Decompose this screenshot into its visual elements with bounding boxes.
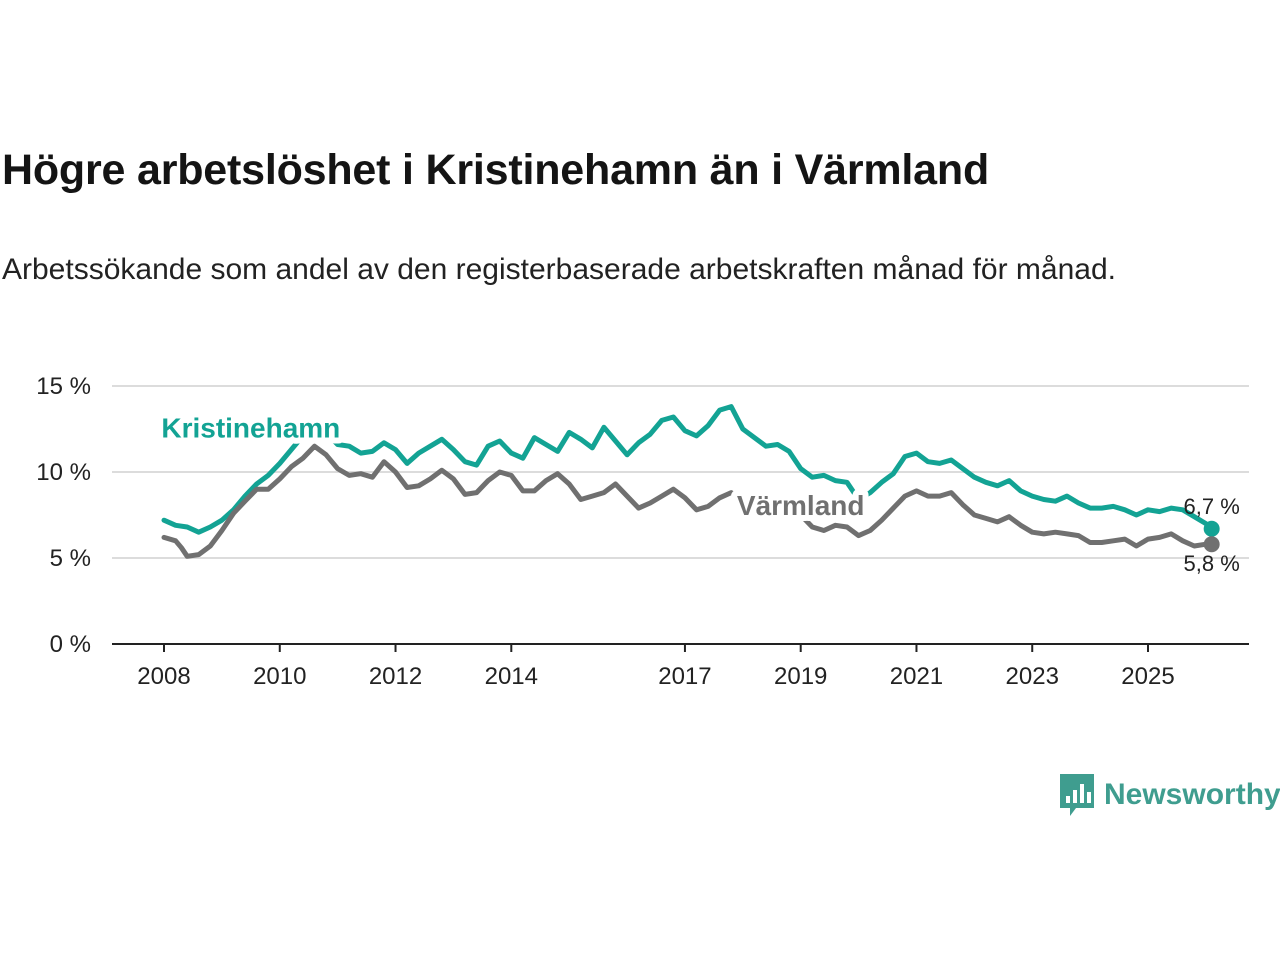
x-tick-label: 2023 — [1006, 663, 1059, 690]
line-chart: 0 %5 %10 %15 % 2008 2010 2012 2014 2017 2019 2… — [36, 373, 1249, 690]
series-line-varmland — [161, 443, 1215, 559]
series-label-kristinehamn: Kristinehamn — [161, 413, 340, 444]
series — [161, 404, 1220, 559]
chart-title: Högre arbetslöshet i Kristinehamn än i V… — [2, 146, 990, 194]
series-label-halo: Värmland — [737, 490, 865, 521]
y-axis-ticks: 0 % 5 % 10 % 15 % — [36, 373, 91, 658]
x-tick-label: 2017 — [658, 663, 711, 690]
newsworthy-logo: Newsworthy — [1058, 772, 1280, 818]
x-axis-ticks: 2008 2010 2012 2014 2017 2019 2021 2023 2025 — [137, 644, 1175, 690]
series-label-varmland: Värmland — [737, 490, 865, 521]
x-tick-label: 2008 — [137, 663, 190, 690]
end-value-label-kristinehamn: 6,7 % — [1184, 494, 1240, 519]
end-value-label-varmland: 5,8 % — [1184, 551, 1240, 576]
y-tick-label: 15 % — [36, 373, 91, 400]
bar-chart-speech-icon — [1060, 774, 1094, 816]
x-tick-label: 2019 — [774, 663, 827, 690]
chart-subtitle: Arbetssökande som andel av den registerb… — [2, 253, 1116, 286]
x-tick-label: 2014 — [485, 663, 538, 690]
gridlines — [112, 385, 1249, 559]
brand-name: Newsworthy — [1104, 778, 1280, 811]
x-tick-label: 2025 — [1121, 663, 1174, 690]
end-point-varmland — [1203, 536, 1220, 553]
end-point-kristinehamn — [1203, 520, 1220, 537]
y-tick-label: 10 % — [36, 459, 91, 486]
y-tick-label: 0 % — [50, 631, 91, 658]
x-tick-label: 2021 — [890, 663, 943, 690]
x-tick-label: 2010 — [253, 663, 306, 690]
series-label-halo: Kristinehamn — [161, 413, 340, 444]
series-line-kristinehamn — [161, 404, 1215, 535]
x-tick-label: 2012 — [369, 663, 422, 690]
y-tick-label: 5 % — [50, 545, 91, 572]
